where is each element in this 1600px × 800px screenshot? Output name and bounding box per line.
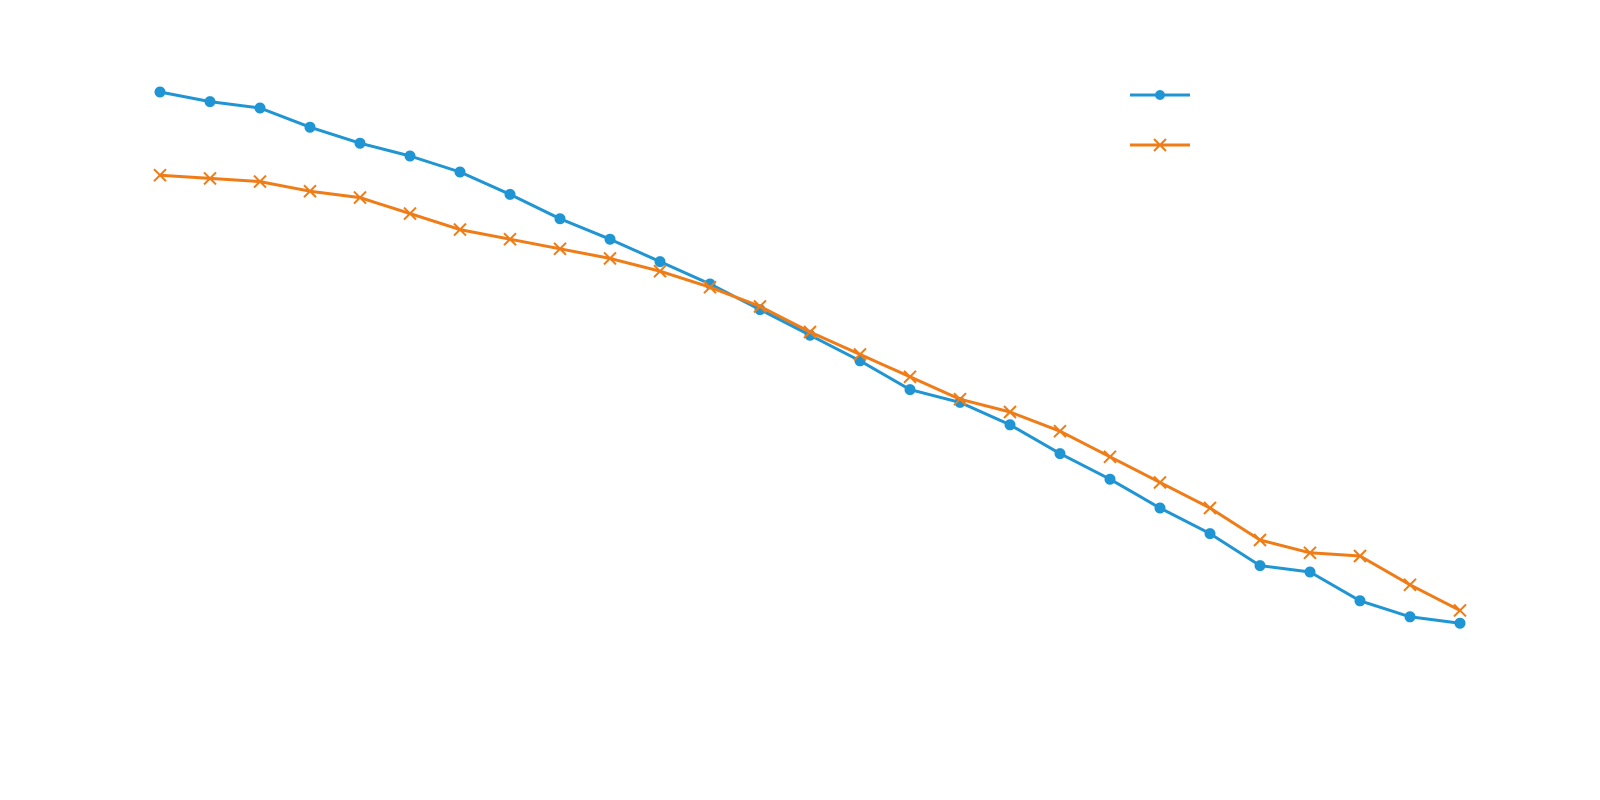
- series-marker-series-a: [155, 87, 165, 97]
- series-marker-series-a: [905, 385, 915, 395]
- series-marker-series-a: [1355, 596, 1365, 606]
- series-marker-series-a: [305, 122, 315, 132]
- series-marker-series-a: [1005, 420, 1015, 430]
- series-marker-series-a: [355, 138, 365, 148]
- series-marker-series-a: [1455, 618, 1465, 628]
- series-marker-series-a: [255, 103, 265, 113]
- series-marker-series-a: [505, 189, 515, 199]
- series-marker-series-a: [1205, 529, 1215, 539]
- series-marker-series-a: [1255, 561, 1265, 571]
- series-marker-series-a: [205, 97, 215, 107]
- legend-marker-series-a: [1155, 90, 1165, 100]
- series-marker-series-a: [1105, 474, 1115, 484]
- series-marker-series-a: [1305, 567, 1315, 577]
- series-marker-series-a: [555, 214, 565, 224]
- series-marker-series-a: [1155, 503, 1165, 513]
- series-marker-series-a: [655, 257, 665, 267]
- series-marker-series-a: [605, 234, 615, 244]
- series-marker-series-a: [455, 167, 465, 177]
- series-marker-series-a: [405, 151, 415, 161]
- series-marker-series-a: [1055, 449, 1065, 459]
- series-marker-series-a: [1405, 612, 1415, 622]
- line-chart: [0, 0, 1600, 800]
